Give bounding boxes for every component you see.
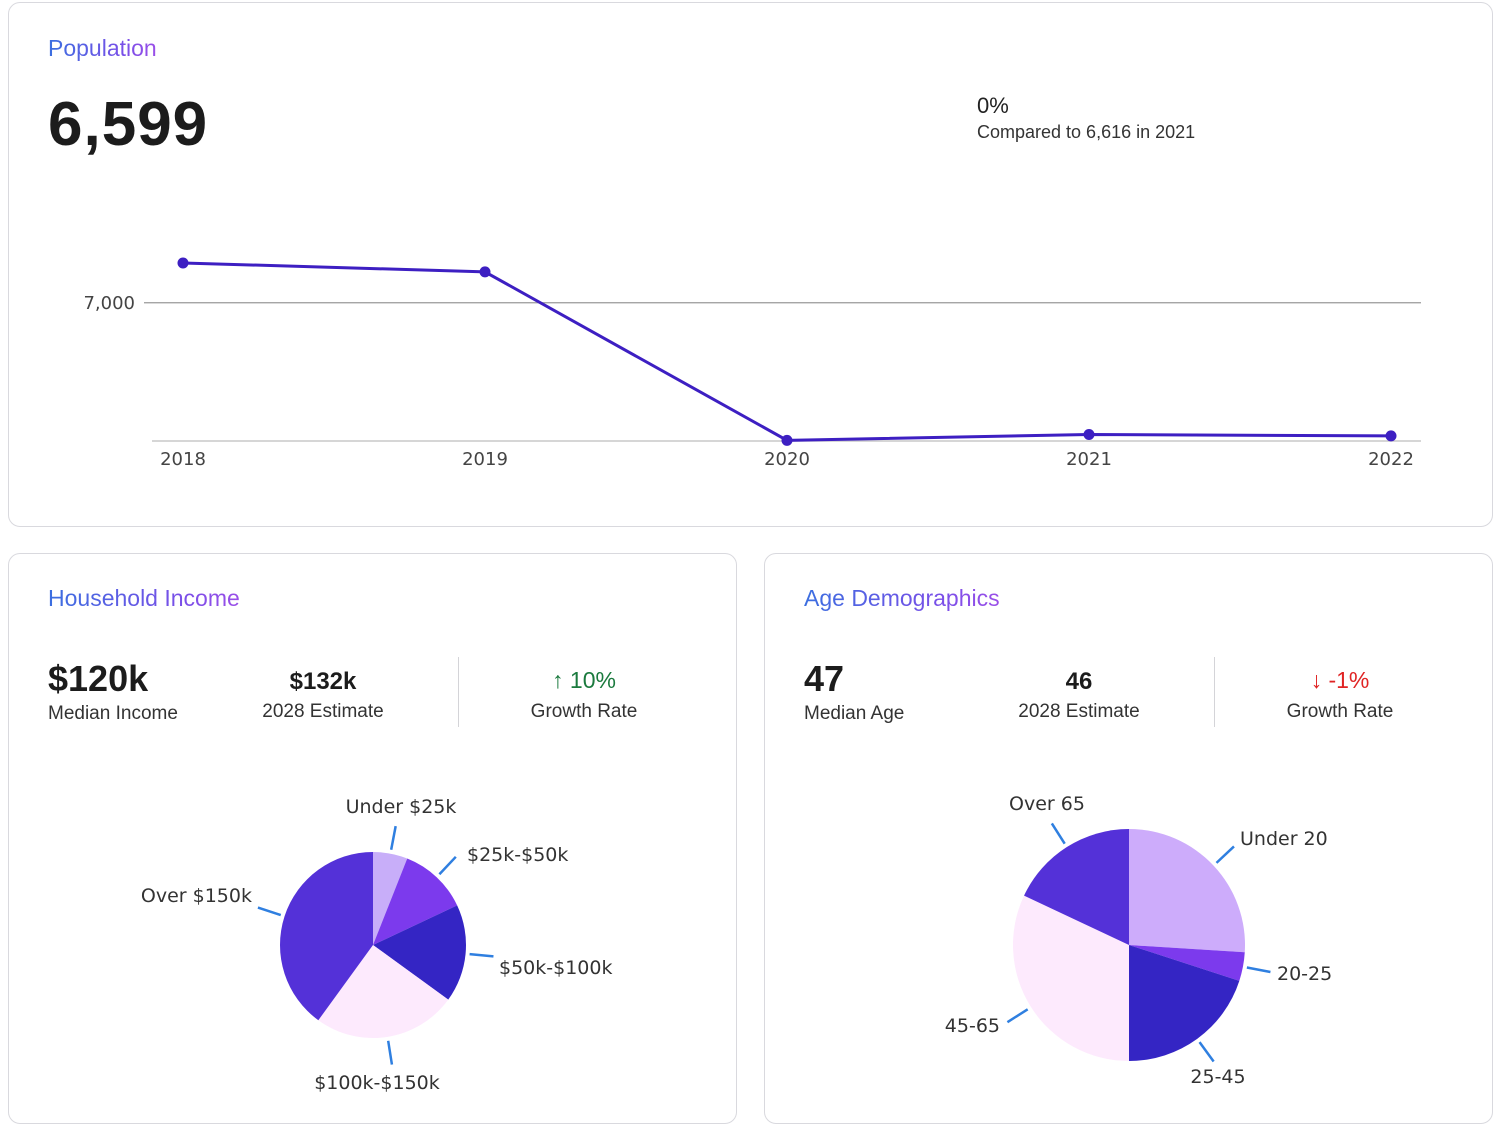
pie-label: Over 65 — [1009, 793, 1085, 815]
pie-slice — [373, 852, 408, 945]
pie-leader-line — [389, 825, 397, 850]
median-income-value: $120k — [48, 658, 149, 699]
pie-label: 45-65 — [945, 1015, 1000, 1037]
income-estimate-label: 2028 Estimate — [262, 701, 384, 722]
income-growth-rate: ↑ 10% — [504, 667, 664, 694]
median-age-label: Median Age — [804, 703, 905, 724]
age-growth-label: Growth Rate — [1286, 701, 1394, 722]
pie-slice — [318, 945, 449, 1038]
population-title: Population — [48, 35, 157, 61]
pie-leader-line — [257, 906, 282, 917]
pie-slice — [1024, 829, 1129, 945]
age-estimate-label: 2028 Estimate — [1018, 701, 1140, 722]
data-point — [479, 266, 491, 278]
pie-label: 25-45 — [1190, 1066, 1245, 1088]
stat-divider — [458, 657, 459, 727]
pie-leader-line — [1198, 1041, 1215, 1063]
household-income-card: Household Income $120k Median Income $13… — [8, 553, 737, 1124]
pie-slice — [1012, 895, 1129, 1061]
income-pie-chart: Under $25k $25k-$50k $50k-$100k $100k-$150k… — [141, 796, 613, 1094]
median-income-label: Median Income — [48, 703, 178, 724]
pie-label: Over $150k — [141, 885, 252, 907]
pie-label: Under 20 — [1240, 828, 1328, 850]
pie-leader-line — [1006, 1008, 1029, 1024]
x-tick-label: 2022 — [1368, 449, 1414, 470]
pie-slice — [1129, 945, 1240, 1061]
income-estimate-value: $132k — [289, 668, 357, 695]
population-card: Population 6,599 0% Compared to 6,616 in… — [8, 2, 1493, 527]
age-estimate-value: 46 — [1065, 668, 1093, 695]
pie-label: $100k-$150k — [314, 1072, 440, 1094]
income-growth-label: Growth Rate — [530, 701, 638, 722]
x-tick-label: 2020 — [764, 449, 810, 470]
pie-slice — [373, 858, 458, 945]
pie-leader-line — [469, 952, 494, 958]
age-growth-rate: ↓ -1% — [1260, 667, 1420, 694]
y-tick-label: 7,000 — [83, 293, 135, 314]
age-growth-value: -1% — [1328, 667, 1370, 693]
x-tick-label: 2018 — [160, 449, 206, 470]
pie-leader-line — [1215, 845, 1235, 864]
population-value: 6,599 — [48, 90, 209, 159]
pie-label: 20-25 — [1277, 963, 1332, 985]
population-change-percent: 0% — [977, 93, 1009, 118]
x-tick-label: 2019 — [462, 449, 508, 470]
pie-slice — [373, 905, 466, 1000]
age-demographics-card: Age Demographics 47 Median Age 46 2028 E… — [764, 553, 1493, 1124]
population-line-chart: 7,000 2018 2019 2020 2021 2022 — [83, 257, 1421, 470]
age-pie-chart: Under 20 20-25 25-45 45-65 Over 65 — [945, 793, 1332, 1088]
household-income-title: Household Income — [48, 585, 240, 611]
arrow-up-icon: ↑ — [552, 667, 564, 693]
pie-leader-line — [1050, 822, 1066, 845]
pie-leader-line — [438, 855, 457, 876]
data-point — [177, 257, 189, 269]
pie-label: $25k-$50k — [467, 844, 568, 866]
pie-label: $50k-$100k — [499, 957, 612, 979]
pie-leader-line — [386, 1040, 394, 1065]
population-series-line — [182, 261, 1392, 442]
pie-label: Under $25k — [346, 796, 457, 818]
pie-slice — [1129, 829, 1245, 953]
income-growth-value: 10% — [569, 667, 616, 693]
arrow-down-icon: ↓ — [1310, 667, 1323, 693]
pie-slice — [1129, 945, 1245, 981]
data-point — [1385, 430, 1397, 442]
age-demographics-title: Age Demographics — [804, 585, 1000, 611]
pie-slice — [279, 852, 373, 1021]
population-compare-text: Compared to 6,616 in 2021 — [977, 122, 1196, 142]
pie-leader-line — [1246, 966, 1271, 974]
data-point — [1083, 429, 1095, 441]
x-tick-label: 2021 — [1066, 449, 1112, 470]
data-point — [781, 434, 793, 446]
stat-divider — [1214, 657, 1215, 727]
median-age-value: 47 — [804, 658, 845, 699]
